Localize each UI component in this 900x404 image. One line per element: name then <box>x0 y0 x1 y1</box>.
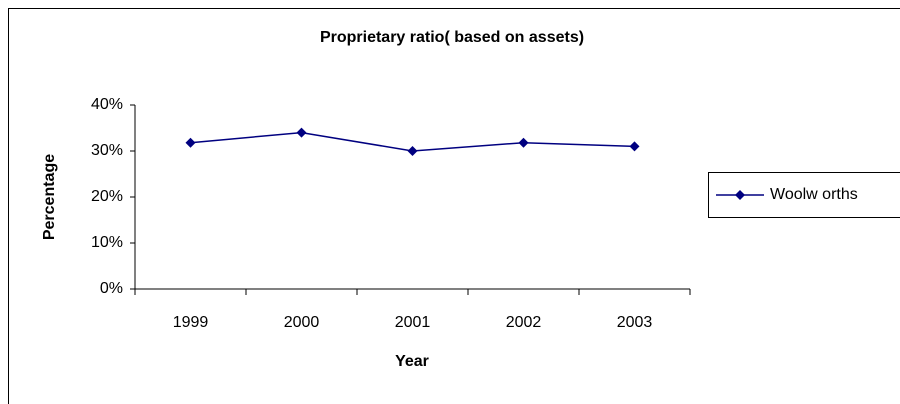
point <box>296 127 307 138</box>
chart-title: Proprietary ratio( based on assets) <box>320 29 584 46</box>
y-tick-label: 0% <box>100 280 123 297</box>
x-tick-label: 2003 <box>617 314 653 331</box>
x-tick-label: 2002 <box>506 314 542 331</box>
y-tick-label: 20% <box>91 188 123 205</box>
point <box>518 137 529 148</box>
x-axis-label: Year <box>395 353 429 370</box>
point <box>629 141 640 152</box>
y-tick-label: 30% <box>91 142 123 159</box>
point <box>407 146 418 156</box>
legend-marker <box>735 190 745 200</box>
point <box>185 137 196 148</box>
legend-label: Woolw orths <box>770 186 858 203</box>
y-tick-label: 40% <box>91 96 123 113</box>
x-tick-label: 2000 <box>284 314 320 331</box>
x-tick-label: 1999 <box>173 314 209 331</box>
x-tick-label: 2001 <box>395 314 431 331</box>
y-axis-label: Percentage <box>41 154 58 240</box>
y-tick-label: 10% <box>91 234 123 251</box>
